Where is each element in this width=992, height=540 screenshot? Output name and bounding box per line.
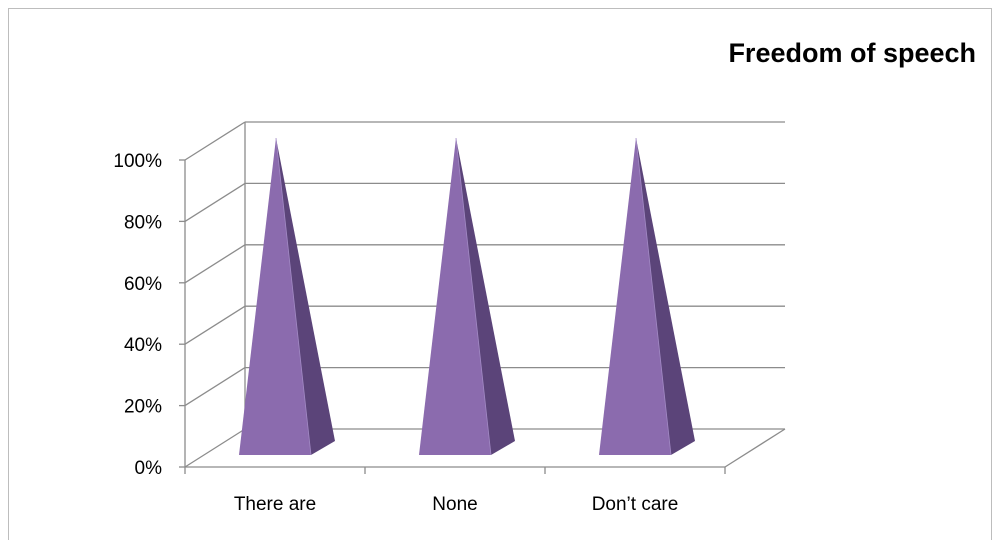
x-category-label: None (432, 494, 477, 515)
y-tick-label: 100% (113, 151, 162, 172)
pyramid-bar (419, 137, 515, 456)
gridline (184, 366, 785, 407)
label-layer: 0% 20% 40% 60% 80% 100% There are None Don’t car… (113, 151, 678, 515)
gridline (184, 305, 785, 345)
gridline (184, 244, 785, 284)
gridline (184, 121, 785, 161)
gridline (184, 182, 785, 222)
y-tick-label: 60% (124, 274, 162, 295)
bar-layer (239, 137, 695, 456)
gridline (184, 428, 786, 468)
y-tick-label: 80% (124, 212, 162, 233)
y-tick-label: 40% (124, 335, 162, 356)
chart-title: Freedom of speech (728, 38, 976, 68)
axis-layer (179, 122, 726, 474)
y-tick-label: 20% (124, 397, 162, 418)
x-category-label: Don’t care (592, 494, 679, 515)
pyramid-bar (599, 137, 695, 456)
y-tick-label: 0% (135, 458, 163, 479)
x-category-label: There are (234, 494, 316, 515)
pyramid-bar (239, 137, 335, 456)
grid-layer (184, 121, 786, 468)
